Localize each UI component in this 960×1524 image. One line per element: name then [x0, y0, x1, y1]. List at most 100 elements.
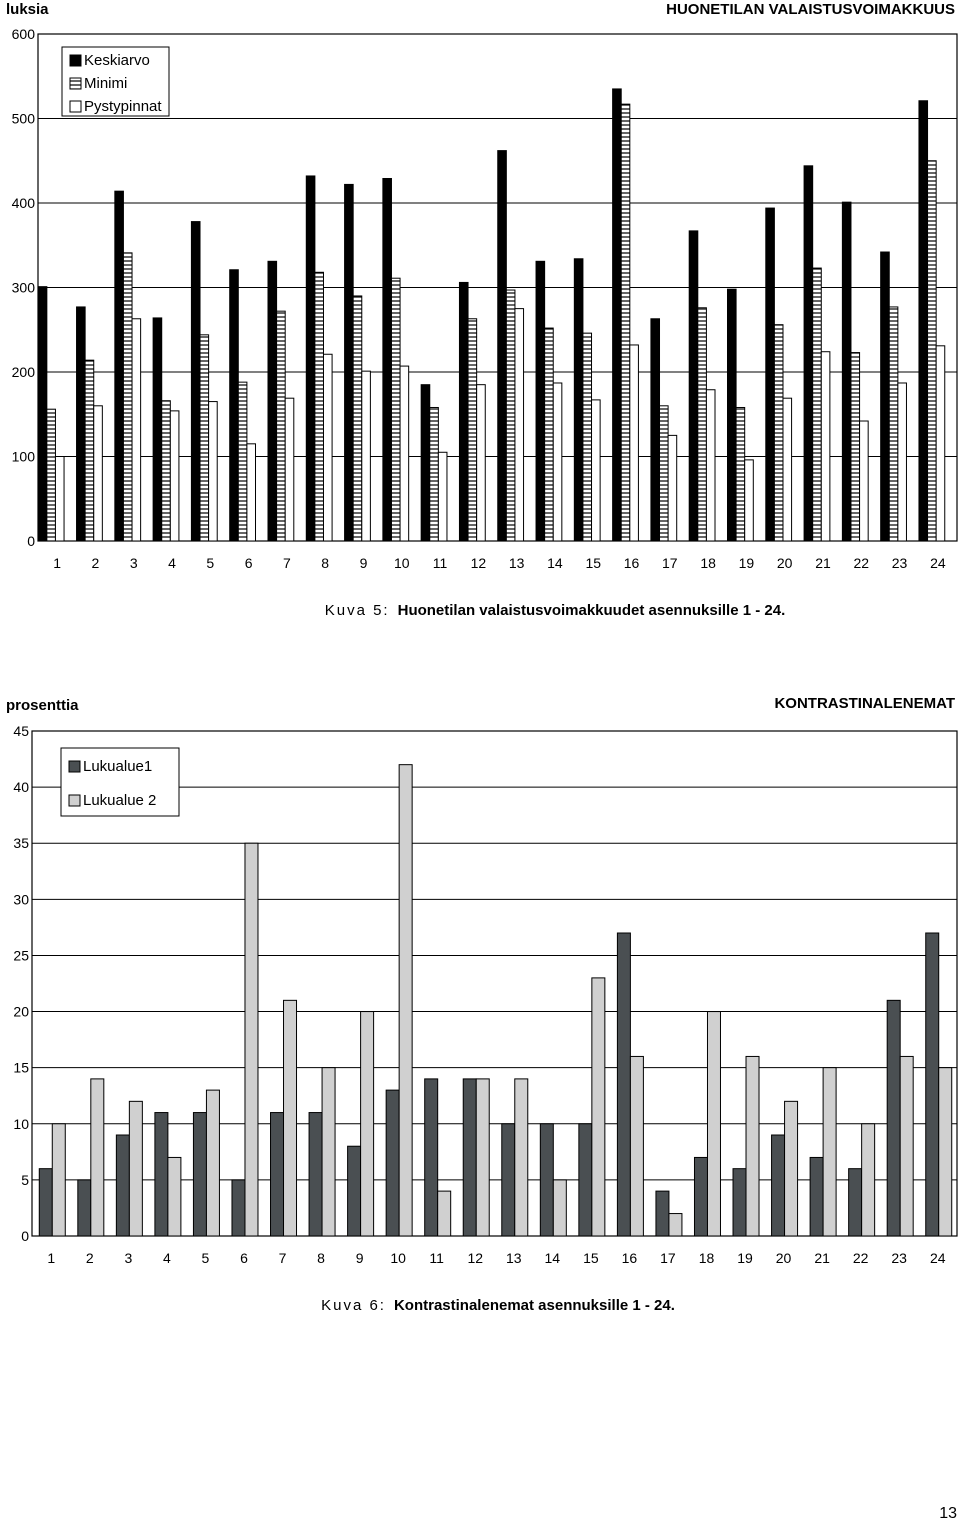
chart2-xtick: 5: [202, 1250, 210, 1266]
bar-keskiarvo-8: [305, 175, 316, 542]
bar-keskiarvo-10: [382, 177, 392, 542]
bar-keskiarvo-17: [650, 318, 661, 542]
chart1-caption: Kuva 5: Huonetilan valaistusvoimakkuudet …: [325, 602, 786, 619]
chart1-ytick: 0: [27, 533, 35, 549]
bar-lukualue-2-18: [706, 1011, 721, 1237]
bar-lukualue1-22: [848, 1168, 863, 1237]
chart2-ytick: 15: [13, 1060, 29, 1076]
bar-keskiarvo-7: [267, 260, 278, 542]
bar-lukualue1-14: [539, 1123, 554, 1237]
legend-swatch-keskiarvo: [69, 54, 82, 67]
chart1-ytick: 200: [12, 364, 36, 380]
chart2-ytick: 25: [13, 947, 29, 963]
chart2-ylabel: prosenttia: [6, 697, 79, 714]
bar-minimi-16: [620, 103, 631, 542]
bar-pystypinnat-9: [361, 370, 371, 542]
chart2-xtick: 3: [124, 1250, 132, 1266]
bar-lukualue1-20: [771, 1134, 786, 1237]
bar-keskiarvo-22: [841, 201, 852, 542]
chart2-ytick: 35: [13, 835, 29, 851]
chart2-caption: Kuva 6: Kontrastinalenemat asennuksille 1…: [321, 1297, 675, 1314]
bar-minimi-9: [352, 295, 363, 542]
bar-pystypinnat-22: [859, 420, 869, 542]
bar-pystypinnat-1: [54, 456, 65, 542]
bar-minimi-12: [467, 318, 478, 542]
bar-keskiarvo-15: [573, 258, 584, 542]
bar-pystypinnat-6: [246, 443, 257, 542]
bar-lukualue1-18: [693, 1156, 708, 1237]
chart1-xtick: 14: [547, 555, 563, 571]
chart1-xtick: 22: [853, 555, 869, 571]
chart2-xtick: 2: [86, 1250, 94, 1266]
bar-keskiarvo-20: [765, 207, 775, 542]
chart1-ytick: 600: [12, 26, 36, 42]
bar-lukualue-2-19: [745, 1055, 760, 1237]
bar-lukualue-2-10: [398, 764, 413, 1237]
legend-label-lukualue-2: Lukualue 2: [83, 792, 156, 809]
chart1-xtick: 23: [892, 555, 908, 571]
chart2-xtick: 20: [776, 1250, 792, 1266]
bar-keskiarvo-11: [420, 384, 431, 542]
bar-lukualue-2-17: [668, 1213, 683, 1237]
legend-swatch-minimi: [69, 77, 82, 90]
chart2-xtick: 11: [429, 1250, 444, 1266]
chart1-xtick: 13: [509, 555, 525, 571]
bar-lukualue1-5: [192, 1112, 207, 1237]
chart1-xtick: 5: [206, 555, 214, 571]
legend-label-lukualue1: Lukualue1: [83, 758, 152, 775]
bar-minimi-19: [735, 406, 746, 542]
chart1-xtick: 20: [777, 555, 793, 571]
bar-keskiarvo-12: [458, 281, 469, 542]
bar-minimi-23: [888, 306, 899, 542]
bar-lukualue1-16: [616, 932, 631, 1237]
bar-minimi-2: [84, 359, 95, 542]
bar-lukualue1-11: [424, 1078, 439, 1237]
bar-minimi-8: [314, 271, 324, 542]
bar-keskiarvo-13: [497, 150, 507, 542]
chart2-ytick: 30: [13, 891, 29, 907]
bar-lukualue1-10: [385, 1089, 400, 1237]
chart1-xtick: 6: [245, 555, 253, 571]
bar-lukualue-2-15: [591, 977, 606, 1237]
chart1-xtick: 16: [624, 555, 640, 571]
bar-minimi-10: [390, 277, 401, 542]
bar-pystypinnat-10: [399, 365, 410, 542]
chart1-ytick: 500: [12, 111, 36, 127]
bar-minimi-5: [199, 334, 210, 542]
bar-pystypinnat-20: [782, 397, 793, 542]
chart2-xtick: 16: [622, 1250, 638, 1266]
chart2-ytick: 10: [13, 1116, 29, 1132]
bar-lukualue-2-14: [552, 1179, 567, 1237]
bar-pystypinnat-8: [322, 353, 333, 542]
bar-lukualue-2-13: [514, 1078, 529, 1237]
bar-lukualue-2-11: [437, 1190, 452, 1237]
bar-lukualue1-17: [655, 1190, 670, 1237]
chart2-xtick: 1: [47, 1250, 55, 1266]
chart2-xtick: 19: [737, 1250, 753, 1266]
bar-keskiarvo-14: [535, 260, 546, 542]
chart2-xtick: 10: [390, 1250, 406, 1266]
bar-lukualue1-4: [154, 1112, 169, 1237]
bar-minimi-13: [505, 289, 516, 542]
bar-keskiarvo-3: [114, 190, 124, 542]
bar-lukualue1-12: [462, 1078, 477, 1237]
bar-pystypinnat-18: [705, 389, 716, 542]
chart2-xtick: 12: [467, 1250, 483, 1266]
chart2-xtick: 18: [699, 1250, 715, 1266]
legend-swatch-lukualue1: [68, 760, 81, 773]
chart2-ytick: 45: [13, 723, 29, 739]
legend-label-minimi: Minimi: [84, 75, 127, 92]
bar-lukualue1-6: [231, 1179, 246, 1237]
legend-swatch-lukualue-2: [68, 794, 81, 807]
bar-minimi-3: [122, 252, 133, 542]
bar-lukualue1-1: [38, 1168, 53, 1237]
bar-lukualue-2-3: [128, 1100, 143, 1237]
bar-pystypinnat-12: [476, 384, 486, 542]
chart2-xtick: 17: [660, 1250, 676, 1266]
chart2-xtick: 7: [279, 1250, 287, 1266]
chart2-caption-text: Kontrastinalenemat asennuksille 1 - 24.: [394, 1297, 675, 1314]
bar-pystypinnat-23: [897, 382, 907, 542]
chart1-xtick: 7: [283, 555, 291, 571]
chart2-xtick: 9: [356, 1250, 364, 1266]
bar-lukualue1-13: [501, 1123, 516, 1237]
